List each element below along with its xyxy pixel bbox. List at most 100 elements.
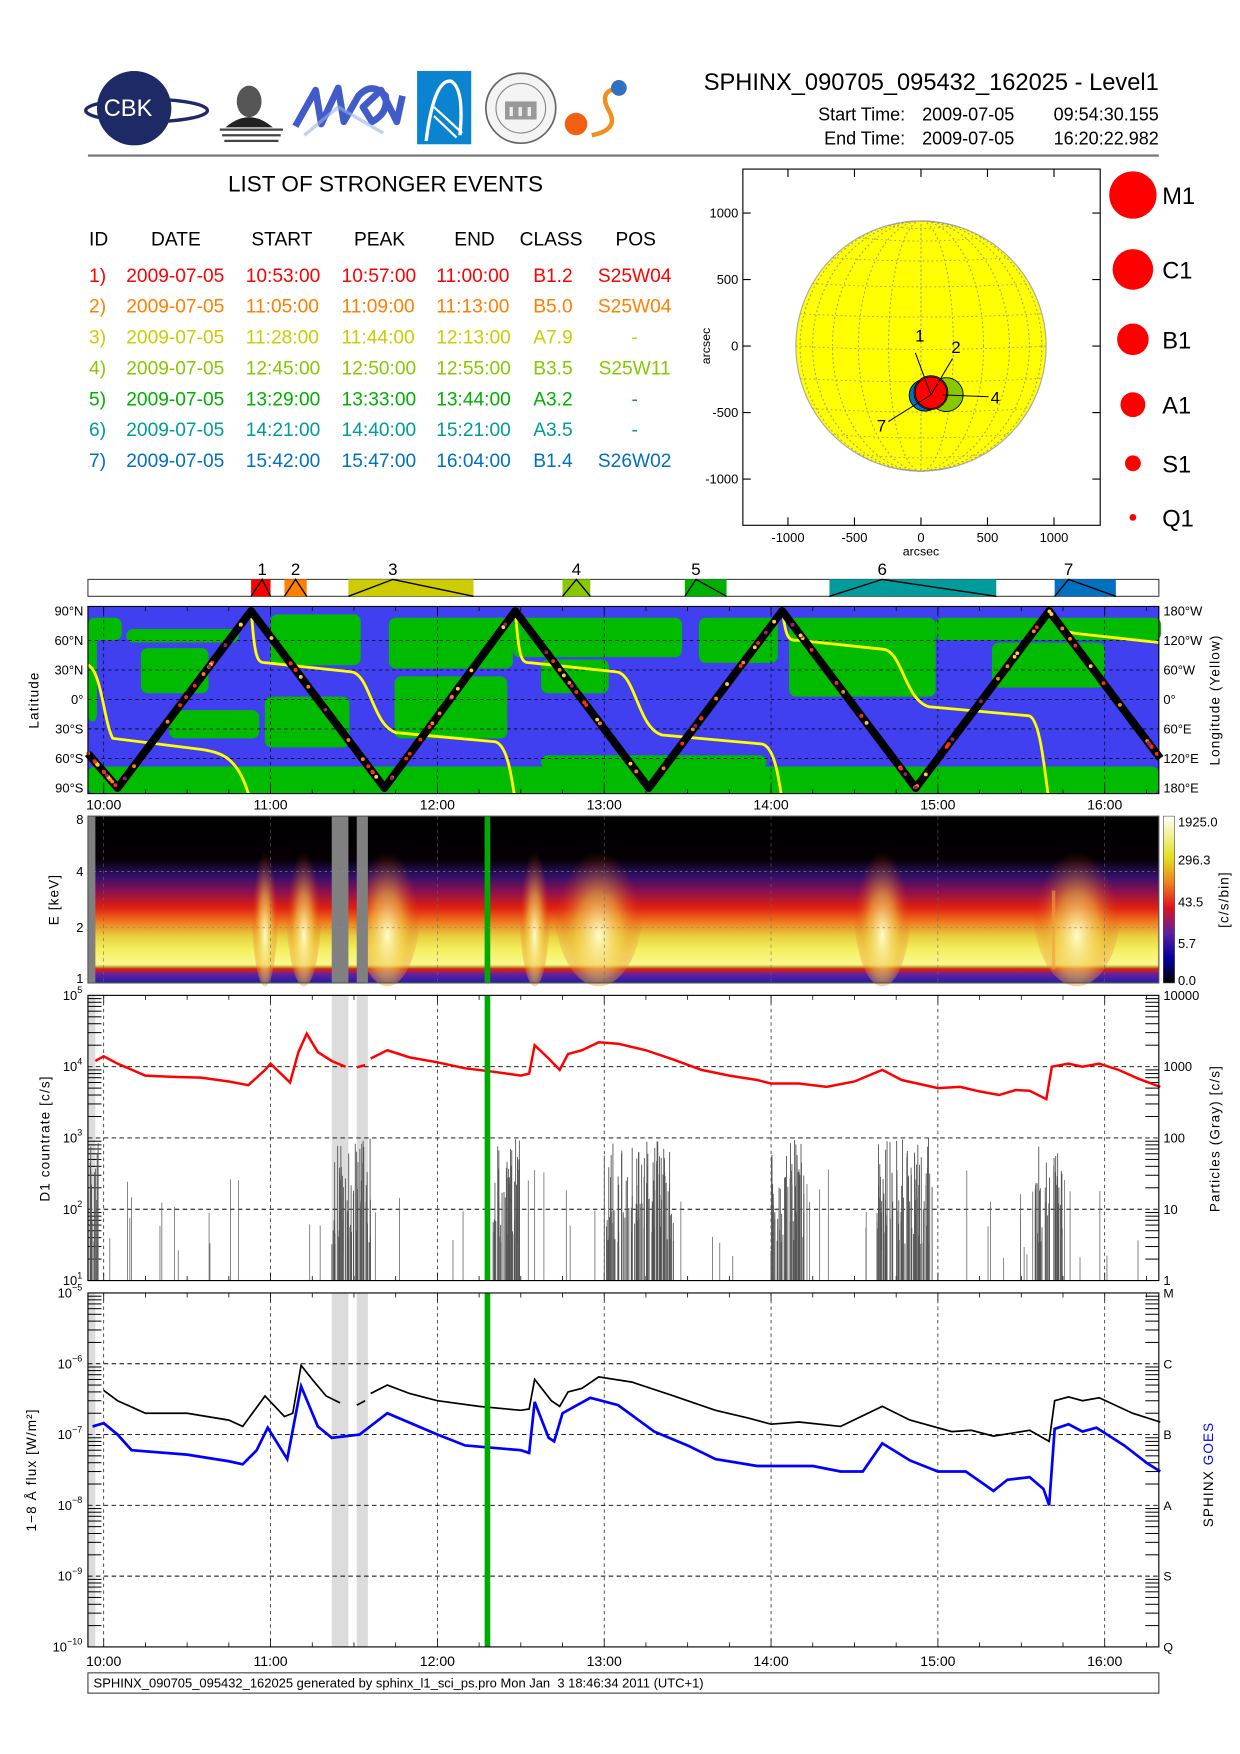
orbit-intensity-dot bbox=[741, 660, 746, 665]
orbit-intensity-dot bbox=[1031, 629, 1036, 634]
end-date: 2009-07-05 bbox=[922, 128, 1014, 148]
flux-tick-label: 10−6 bbox=[58, 1353, 83, 1371]
y-tick-label: 1000 bbox=[710, 206, 739, 221]
orbit-intensity-dot bbox=[551, 659, 556, 664]
goes-class-label: B bbox=[1163, 1428, 1171, 1442]
orbit-intensity-dot bbox=[110, 779, 115, 784]
energy-tick-label: 8 bbox=[76, 812, 83, 827]
tick-base: 10 bbox=[53, 1639, 67, 1654]
longitude-curve bbox=[513, 606, 783, 794]
orbit-intensity-dot bbox=[561, 673, 566, 678]
meridian bbox=[888, 220, 954, 472]
particle-series bbox=[87, 1138, 1139, 1281]
event-start: 10:53:00 bbox=[246, 266, 321, 287]
event-end: 12:55:00 bbox=[436, 358, 511, 379]
event-interval-box bbox=[562, 579, 591, 597]
event-row: 1) 2009-07-05 10:53:00 10:57:00 11:00:00 B1.2… bbox=[89, 266, 672, 287]
orbit-intensity-dot bbox=[680, 741, 685, 746]
lat-tick-label: 0° bbox=[71, 692, 83, 707]
sun-logo bbox=[564, 80, 627, 138]
colorbar-label: [c/s/bin] bbox=[1217, 871, 1232, 928]
spectrogram-brightening bbox=[518, 817, 551, 987]
parallel bbox=[858, 237, 984, 242]
marker-label: 2 bbox=[951, 338, 960, 357]
orbit-intensity-dot bbox=[859, 713, 864, 718]
countrate-axis-label: D1 countrate [c/s] bbox=[38, 1075, 53, 1201]
event-timeline-bar: 1 2 3 4 5 6 7 bbox=[87, 560, 1160, 597]
event-date: 2009-07-05 bbox=[126, 358, 224, 379]
orbit-intensity-dot bbox=[238, 622, 243, 627]
orbit-intensity-dot bbox=[323, 707, 328, 712]
y-tick-label: 0 bbox=[731, 339, 738, 354]
orbit-intensity-dot bbox=[104, 773, 109, 778]
event-number-label: 2 bbox=[291, 560, 300, 579]
region-patch bbox=[126, 629, 239, 643]
goes-class-label: Q bbox=[1163, 1640, 1173, 1654]
orbit-intensity-dot bbox=[178, 703, 182, 708]
orbit-intensity-dot bbox=[690, 727, 695, 732]
tick-exponent: −9 bbox=[72, 1566, 82, 1576]
report-title: SPHINX_090705_095432_162025 - Level1 bbox=[704, 70, 1159, 96]
x-tick-label: 0 bbox=[917, 530, 924, 545]
event-start: 13:29:00 bbox=[246, 389, 321, 410]
parallel bbox=[888, 466, 954, 471]
energy-axis-label: E [keV] bbox=[47, 874, 62, 925]
time-tick-label: 14:00 bbox=[753, 1653, 788, 1669]
event-id: 1) bbox=[89, 266, 106, 287]
tick-exponent: −8 bbox=[72, 1495, 82, 1505]
latitude-frame bbox=[87, 605, 1160, 795]
parallel bbox=[812, 408, 1030, 413]
orbit-latitude-line bbox=[84, 607, 1164, 792]
orbit-intensity-dot bbox=[455, 686, 460, 691]
spectrogram-brightening bbox=[285, 817, 322, 987]
event-pos: - bbox=[631, 420, 637, 441]
latitude-panel: 90°N 180°W 60°N 120°W 30°N 60°W 0° 0° 30°S 60°E 60… bbox=[26, 604, 1222, 813]
event-id: 6) bbox=[89, 420, 106, 441]
column-header: CLASS bbox=[520, 230, 583, 251]
flux-legend: SPHINX GOES bbox=[1201, 1422, 1216, 1528]
event-start: 11:05:00 bbox=[246, 297, 319, 318]
event-number-label: 5 bbox=[691, 560, 700, 579]
region-patch bbox=[87, 631, 97, 722]
time-tick-label: 15:00 bbox=[920, 796, 955, 812]
colorbar-tick-label: 43.5 bbox=[1178, 894, 1203, 909]
region-patch bbox=[87, 766, 1159, 794]
orbit-intensity-dot bbox=[584, 703, 589, 707]
goes-class-label: A bbox=[1163, 1499, 1172, 1513]
events-title: LIST OF STRONGER EVENTS bbox=[228, 172, 543, 197]
event-profile-line bbox=[250, 578, 272, 597]
orbit-intensity-dot bbox=[1154, 751, 1159, 756]
time-tick-label: 15:00 bbox=[920, 1653, 955, 1669]
lon-tick-label: 180°E bbox=[1163, 780, 1199, 795]
spectrogram-brightening bbox=[553, 817, 644, 987]
legend-label: A1 bbox=[1162, 394, 1191, 420]
header-divider bbox=[87, 154, 1159, 157]
parallel bbox=[888, 224, 954, 229]
event-date: 2009-07-05 bbox=[126, 451, 224, 472]
flux-tick-label: 10−5 bbox=[58, 1283, 83, 1301]
orbit-intensity-dot bbox=[714, 696, 719, 701]
orbit-intensity-dot bbox=[370, 769, 375, 774]
lat-tick-label: 90°N bbox=[54, 604, 83, 619]
flux-tick-label: 10−9 bbox=[58, 1566, 83, 1584]
event-pos: - bbox=[631, 389, 637, 410]
lon-tick-label: 120°E bbox=[1163, 751, 1199, 766]
lat-tick-label: 60°S bbox=[55, 751, 84, 766]
seal-logo bbox=[485, 72, 557, 145]
event-date: 2009-07-05 bbox=[126, 420, 224, 441]
region-patch bbox=[789, 617, 936, 697]
orbit-intensity-dot bbox=[567, 680, 572, 685]
event-interval-7: 7 bbox=[1054, 560, 1117, 597]
event-pos: - bbox=[631, 328, 637, 349]
orbit-intensity-dot bbox=[595, 717, 600, 722]
count-tick-label: 102 bbox=[63, 1199, 82, 1217]
orbit-intensity-dot bbox=[1147, 741, 1152, 746]
x-tick-label: 1000 bbox=[1040, 530, 1069, 545]
column-header: POS bbox=[615, 230, 655, 251]
event-number-label: 7 bbox=[1064, 560, 1073, 579]
particle-tick-label: 10000 bbox=[1163, 988, 1199, 1003]
tick-base: 10 bbox=[58, 1356, 72, 1371]
event-profile-line bbox=[829, 578, 997, 597]
